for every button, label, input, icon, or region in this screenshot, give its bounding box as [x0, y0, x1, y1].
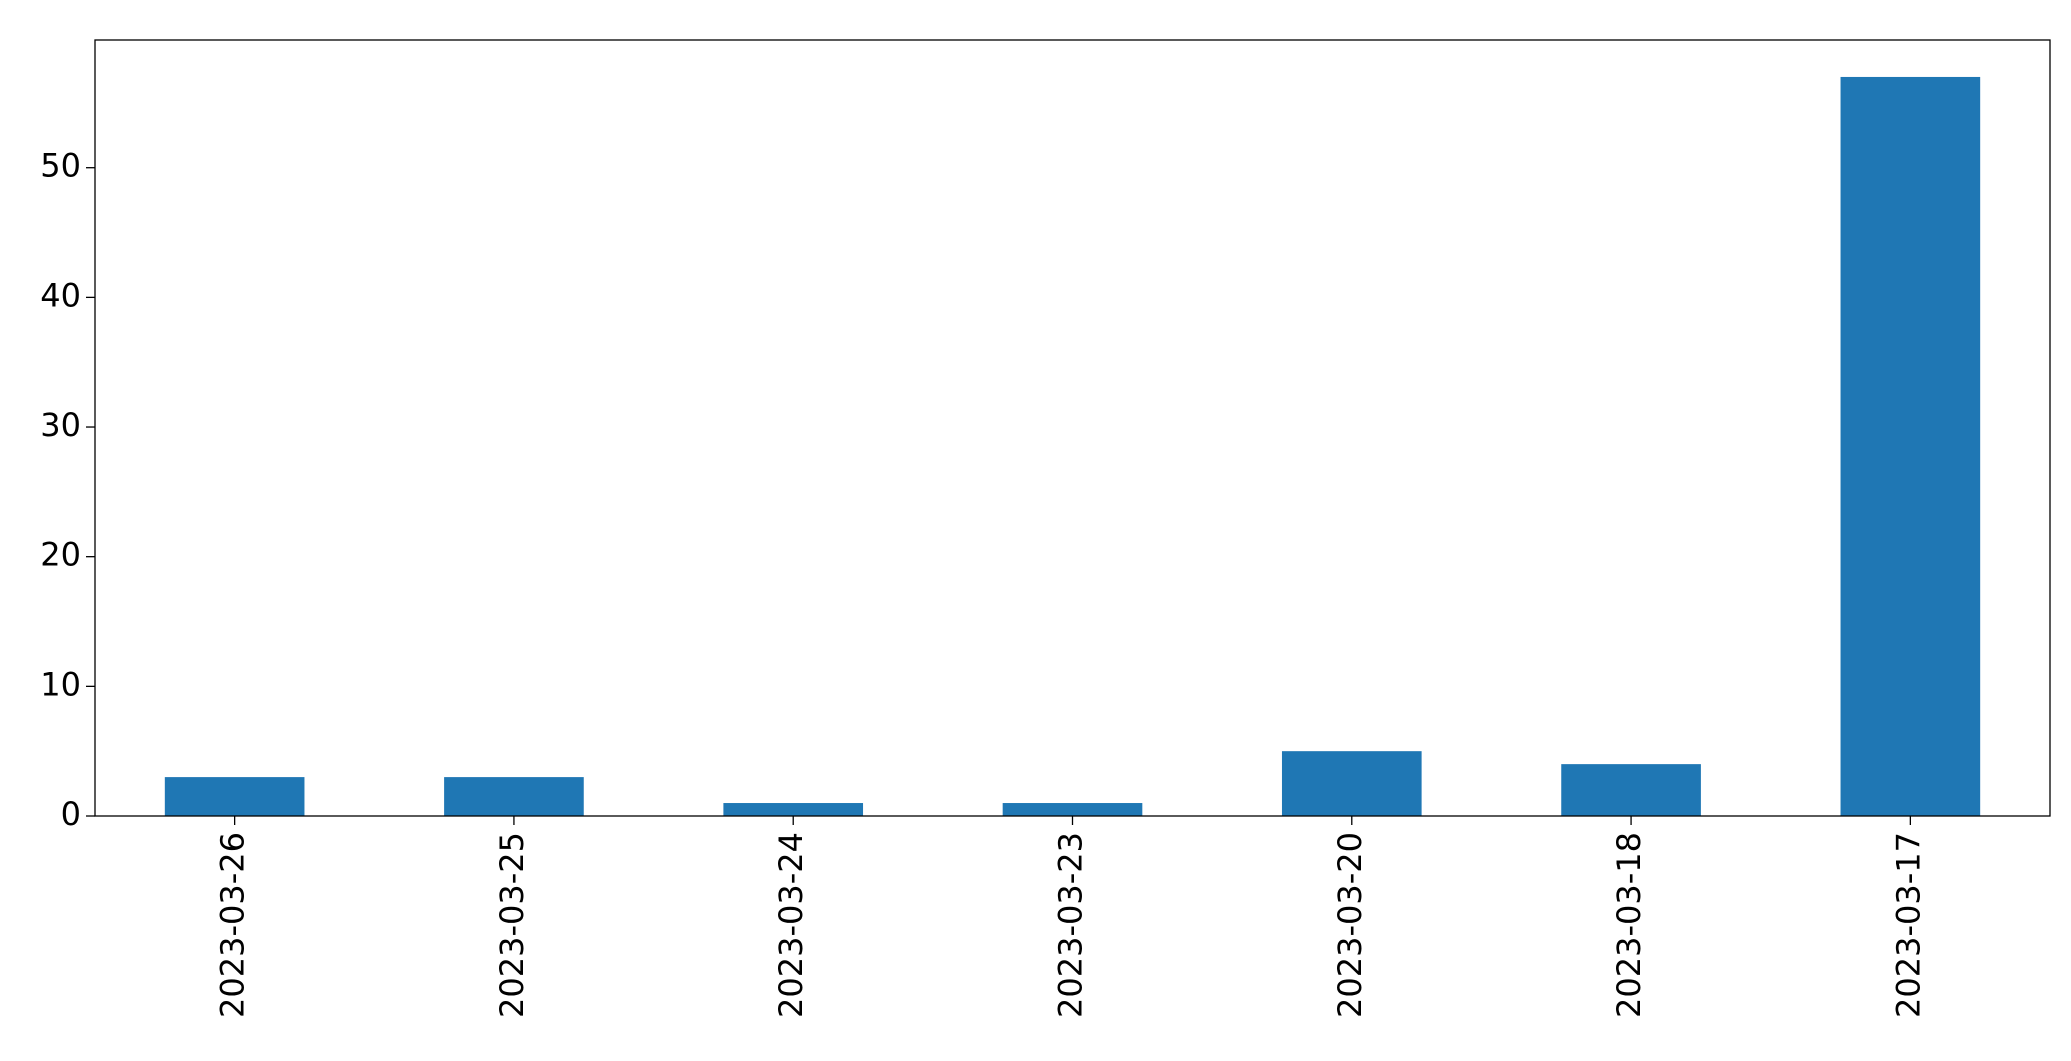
y-tick-label: 30 — [40, 406, 81, 444]
bar — [1561, 764, 1701, 816]
bar — [1840, 76, 1981, 816]
y-tick-label: 50 — [40, 147, 81, 185]
x-tick-label: 2023-03-25 — [493, 832, 531, 1018]
x-tick-label: 2023-03-23 — [1052, 832, 1090, 1018]
x-tick-label: 2023-03-20 — [1331, 832, 1369, 1018]
x-tick-label: 2023-03-17 — [1889, 832, 1927, 1018]
bar — [723, 803, 864, 816]
x-tick-label: 2023-03-26 — [214, 832, 252, 1018]
x-tick-label: 2023-03-18 — [1610, 832, 1648, 1018]
bar — [164, 777, 305, 816]
bar — [444, 777, 584, 816]
bar — [1002, 803, 1143, 816]
y-tick-label: 0 — [61, 795, 81, 833]
y-tick-label: 20 — [40, 536, 81, 574]
bar — [1281, 751, 1422, 816]
x-tick-label: 2023-03-24 — [772, 832, 810, 1018]
y-tick-label: 40 — [40, 276, 81, 314]
plot-frame — [94, 39, 2051, 817]
y-tick-label: 10 — [40, 665, 81, 703]
